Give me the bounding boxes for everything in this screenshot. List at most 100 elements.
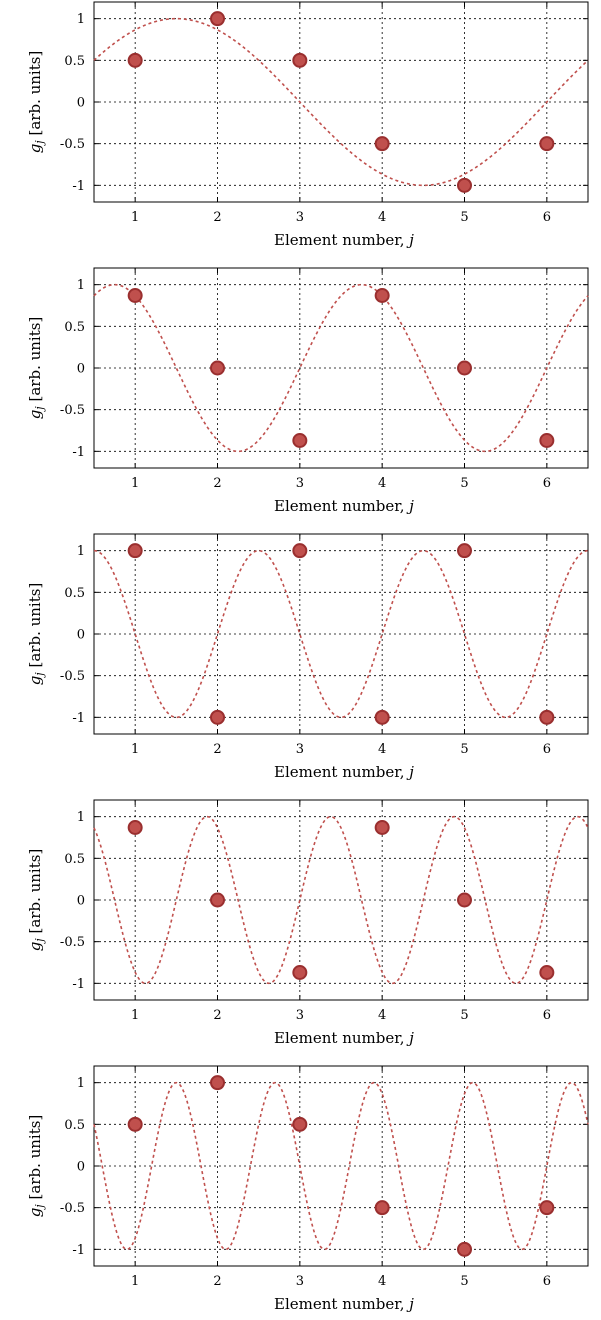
x-tick-label: 6 — [543, 210, 551, 225]
y-tick-label: 0.5 — [64, 54, 85, 69]
data-point — [292, 52, 308, 68]
x-axis-label: Element number, j — [274, 497, 414, 515]
y-tick-label: -0.5 — [60, 137, 85, 152]
y-tick-label: -0.5 — [60, 1201, 85, 1216]
data-point — [457, 543, 472, 559]
data-point — [292, 965, 308, 980]
x-tick-label: 5 — [460, 1008, 468, 1023]
y-axis-label: gj [arb. units] — [26, 317, 46, 420]
data-point — [127, 288, 143, 303]
x-axis-label: Element number, j — [274, 1295, 414, 1313]
data-point — [210, 11, 225, 27]
data-point — [457, 1241, 472, 1257]
y-tick-label: 0 — [77, 1160, 85, 1175]
data-point — [539, 1200, 555, 1216]
x-tick-label: 3 — [296, 210, 304, 225]
data-point — [539, 433, 555, 448]
data-point — [539, 965, 555, 980]
x-tick-label: 2 — [213, 476, 221, 491]
y-tick-label: -0.5 — [60, 403, 85, 418]
data-point — [210, 892, 225, 908]
x-tick-label: 4 — [378, 1274, 386, 1289]
x-axis-label: Element number, j — [274, 231, 414, 249]
x-tick-label: 1 — [131, 210, 139, 225]
y-tick-label: -1 — [72, 977, 85, 992]
x-tick-label: 2 — [213, 1008, 221, 1023]
y-axis-label: gj [arb. units] — [26, 583, 46, 686]
x-tick-label: 3 — [296, 476, 304, 491]
x-tick-label: 2 — [213, 742, 221, 757]
data-point — [457, 177, 472, 193]
x-tick-label: 5 — [460, 210, 468, 225]
y-axis-label: gj [arb. units] — [26, 51, 46, 154]
y-tick-label: -0.5 — [60, 669, 85, 684]
x-tick-label: 2 — [213, 210, 221, 225]
x-tick-label: 4 — [378, 1008, 386, 1023]
data-point — [210, 709, 225, 725]
y-tick-label: 1 — [77, 544, 85, 559]
x-tick-label: 1 — [131, 476, 139, 491]
data-point — [210, 1075, 225, 1091]
chart-panel-4: 1 2 3 4 5 6 1 0.5 0 -0.5 -1 Element number, j gj [ar… — [26, 799, 589, 1047]
x-tick-label: 5 — [460, 476, 468, 491]
y-tick-label: -1 — [72, 179, 85, 194]
data-point — [539, 136, 555, 152]
x-tick-label: 1 — [131, 1274, 139, 1289]
series-curve — [93, 283, 589, 453]
data-point — [127, 1116, 143, 1132]
y-tick-label: -1 — [72, 1243, 85, 1258]
y-tick-label: -1 — [72, 711, 85, 726]
y-tick-label: -1 — [72, 445, 85, 460]
y-tick-label: 0.5 — [64, 320, 85, 335]
y-tick-label: 1 — [77, 278, 85, 293]
data-point — [374, 709, 390, 725]
y-tick-label: 0.5 — [64, 586, 85, 601]
y-tick-label: 0 — [77, 362, 85, 377]
data-point — [292, 1116, 308, 1132]
x-tick-label: 6 — [543, 1274, 551, 1289]
data-point — [539, 709, 555, 725]
x-axis-label: Element number, j — [274, 763, 414, 781]
x-tick-label: 6 — [543, 742, 551, 757]
x-tick-label: 3 — [296, 742, 304, 757]
x-axis-label: Element number, j — [274, 1029, 414, 1047]
chart-panel-1: 1 2 3 4 5 6 1 0.5 0 -0.5 -1 Element number, j gj [ar… — [26, 1, 589, 249]
x-tick-label: 4 — [378, 210, 386, 225]
series-curve — [93, 1081, 589, 1251]
x-tick-label: 3 — [296, 1008, 304, 1023]
data-point — [292, 543, 308, 559]
data-point — [292, 433, 308, 448]
data-point — [457, 892, 472, 908]
chart-panel-2: 1 2 3 4 5 6 1 0.5 0 -0.5 -1 Element number, j gj [ar… — [26, 267, 589, 515]
x-tick-label: 2 — [213, 1274, 221, 1289]
data-point — [127, 543, 143, 559]
y-tick-label: 1 — [77, 12, 85, 27]
chart-panel-3: 1 2 3 4 5 6 1 0.5 0 -0.5 -1 Element number, j gj [ar… — [26, 533, 589, 781]
x-tick-label: 5 — [460, 1274, 468, 1289]
data-point — [127, 52, 143, 68]
x-tick-label: 6 — [543, 476, 551, 491]
series-curve — [93, 815, 589, 985]
y-tick-label: 0.5 — [64, 1118, 85, 1133]
x-tick-label: 5 — [460, 742, 468, 757]
data-point — [457, 360, 472, 376]
data-point — [374, 1200, 390, 1216]
y-tick-label: 1 — [77, 810, 85, 825]
x-tick-label: 1 — [131, 742, 139, 757]
y-tick-label: 0 — [77, 894, 85, 909]
data-point — [127, 820, 143, 835]
data-point — [374, 288, 390, 303]
x-tick-label: 4 — [378, 742, 386, 757]
chart-panel-5: 1 2 3 4 5 6 1 0.5 0 -0.5 -1 Element number, j gj [ar… — [26, 1065, 589, 1313]
y-axis-label: gj [arb. units] — [26, 1115, 46, 1218]
data-point — [374, 136, 390, 152]
data-point — [210, 360, 225, 376]
x-tick-label: 3 — [296, 1274, 304, 1289]
x-tick-label: 4 — [378, 476, 386, 491]
y-tick-label: 0 — [77, 96, 85, 111]
x-tick-label: 6 — [543, 1008, 551, 1023]
y-tick-label: 1 — [77, 1076, 85, 1091]
x-tick-label: 1 — [131, 1008, 139, 1023]
y-tick-label: -0.5 — [60, 935, 85, 950]
